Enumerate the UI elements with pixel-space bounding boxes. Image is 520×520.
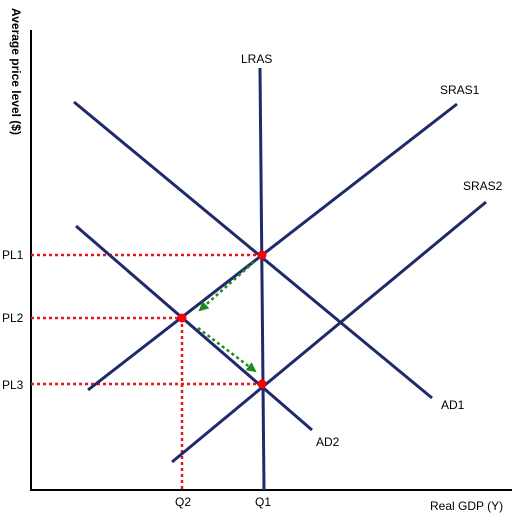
- sras1-curve: [87, 102, 458, 392]
- arrow-pl2-to-pl3: [197, 327, 257, 373]
- sras2-label: SRAS2: [463, 179, 503, 193]
- equilibrium-point-2: [177, 313, 187, 323]
- q2-label: Q2: [175, 495, 191, 509]
- pl1-label: PL1: [2, 248, 24, 262]
- lras-curve: [258, 67, 266, 491]
- sras2-curve: [171, 200, 487, 464]
- arrow-pl1-to-pl2: [198, 261, 255, 312]
- ad1-label: AD1: [441, 398, 465, 412]
- y-axis-title: Average price level ($): [9, 8, 23, 135]
- x-axis-title: Real GDP (Y): [430, 499, 503, 513]
- q1-label: Q1: [255, 495, 271, 509]
- lras-label: LRAS: [241, 52, 272, 66]
- equilibrium-point-3: [257, 379, 267, 389]
- ad2-label: AD2: [316, 435, 340, 449]
- equilibrium-point-1: [257, 250, 267, 260]
- pl3-label: PL3: [2, 378, 24, 392]
- ad2-curve: [75, 224, 313, 432]
- pl2-label: PL2: [2, 311, 24, 325]
- sras1-label: SRAS1: [440, 83, 480, 97]
- ad1-curve: [73, 100, 433, 400]
